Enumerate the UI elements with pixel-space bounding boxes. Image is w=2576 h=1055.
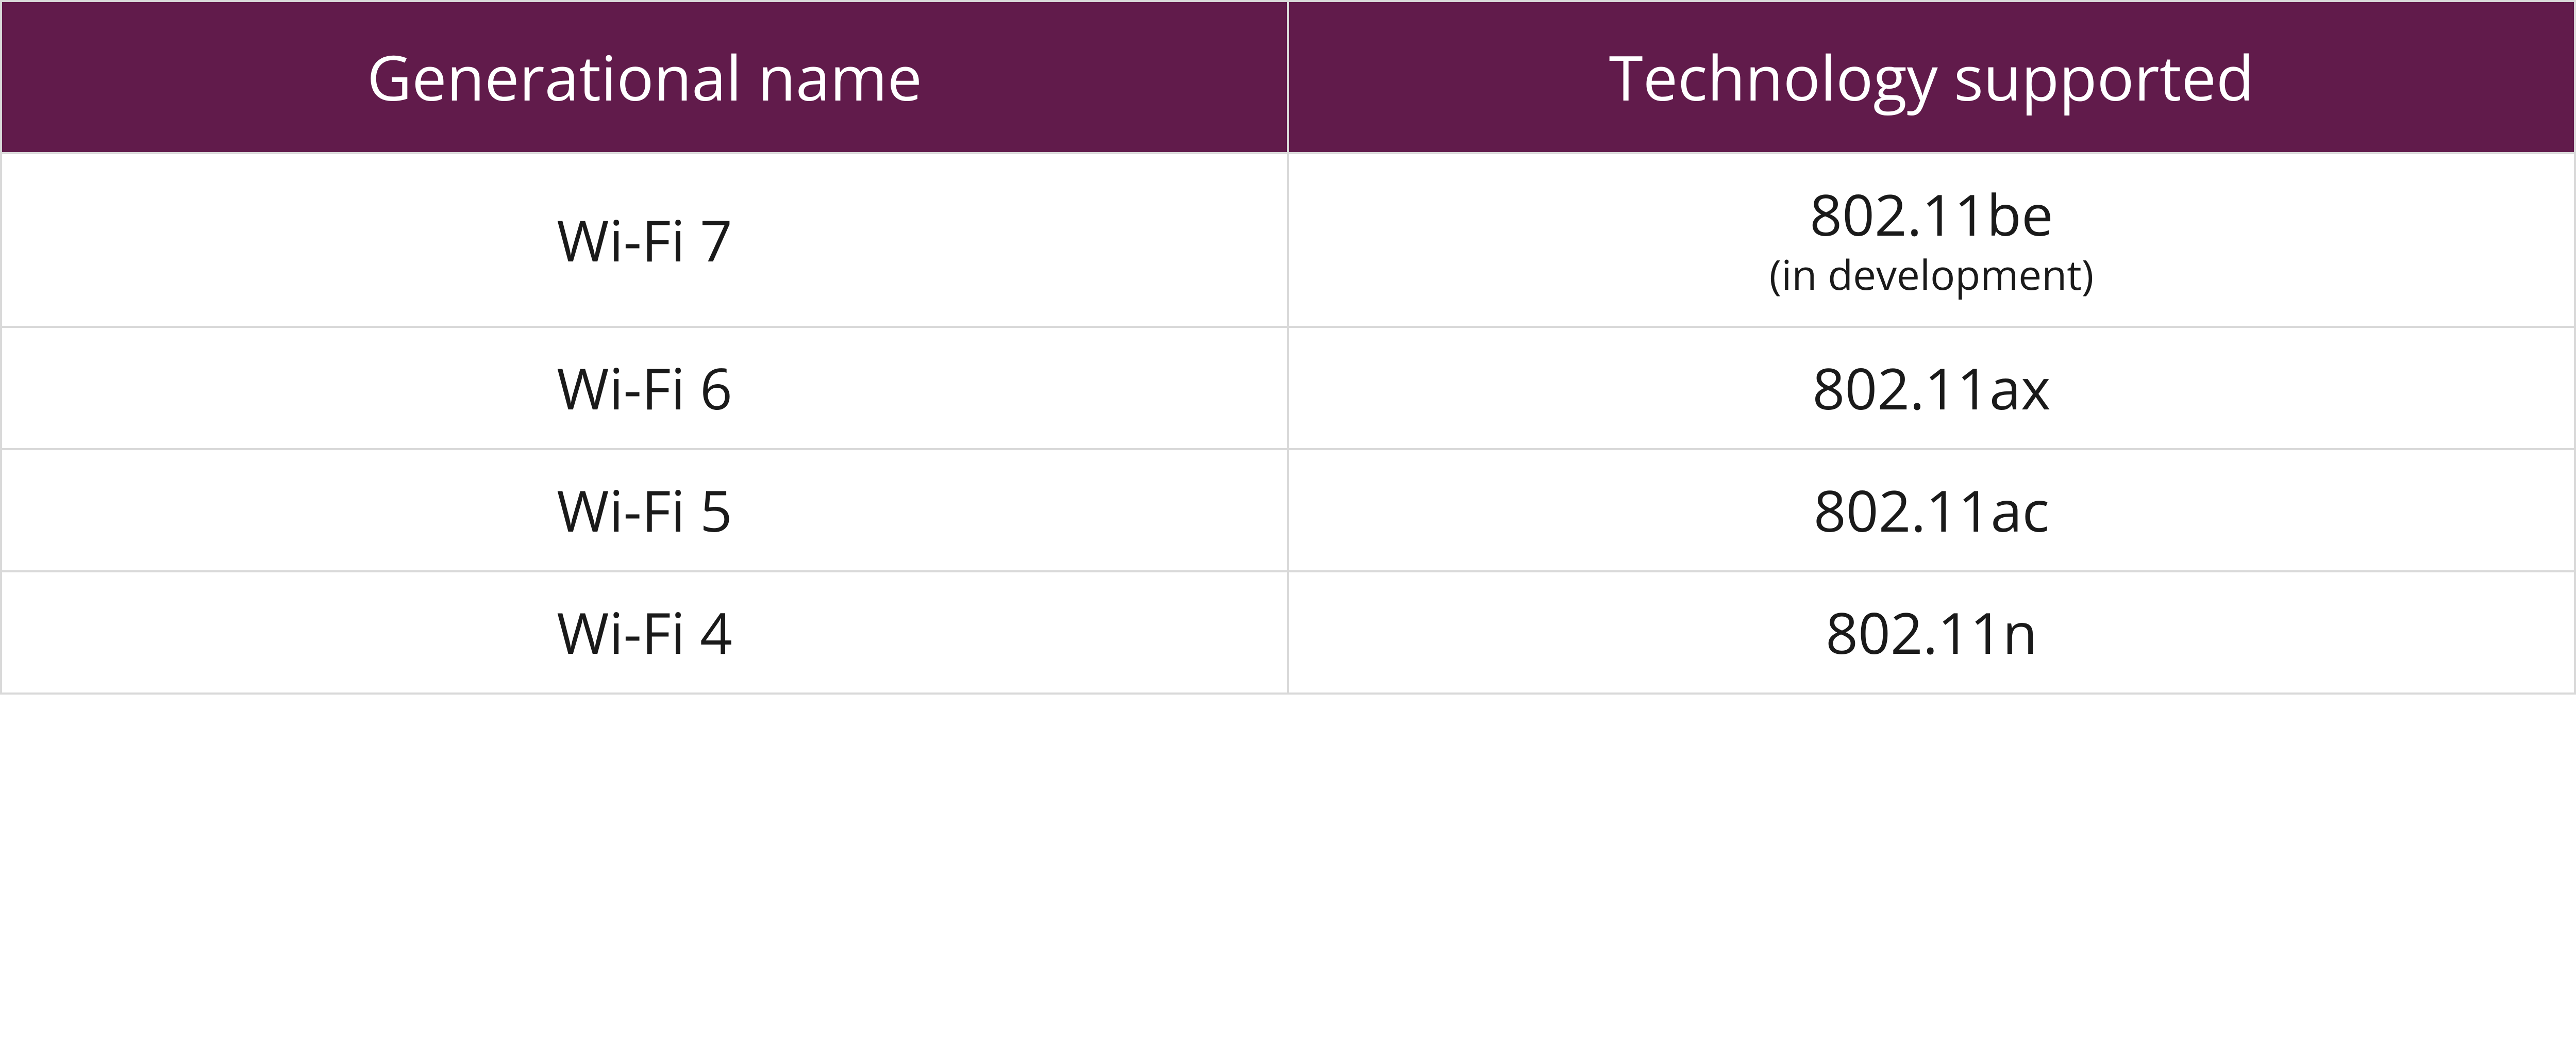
cell-technology: 802.11ax [1288, 327, 2575, 449]
table-header-row: Generational name Technology supported [1, 1, 2575, 153]
tech-value: 802.11be [1810, 175, 2053, 253]
cell-generation: Wi-Fi 6 [1, 327, 1288, 449]
tech-value: 802.11n [1826, 594, 2037, 671]
wifi-generations-table: Generational name Technology supported W… [0, 0, 2576, 695]
cell-technology: 802.11n [1288, 571, 2575, 694]
tech-subtext: (in development) [1299, 252, 2564, 297]
tech-value: 802.11ac [1814, 471, 2049, 549]
tech-value: 802.11ax [1812, 349, 2050, 426]
cell-generation: Wi-Fi 7 [1, 153, 1288, 327]
table-container: Generational name Technology supported W… [0, 0, 2576, 695]
cell-technology: 802.11be(in development) [1288, 153, 2575, 327]
col-header-technology: Technology supported [1288, 1, 2575, 153]
table-row: Wi-Fi 7802.11be(in development) [1, 153, 2575, 327]
table-row: Wi-Fi 6 802.11ax [1, 327, 2575, 449]
table-row: Wi-Fi 4 802.11n [1, 571, 2575, 694]
col-header-generation: Generational name [1, 1, 1288, 153]
table-row: Wi-Fi 5 802.11ac [1, 449, 2575, 571]
cell-technology: 802.11ac [1288, 449, 2575, 571]
cell-generation: Wi-Fi 5 [1, 449, 1288, 571]
cell-generation: Wi-Fi 4 [1, 571, 1288, 694]
